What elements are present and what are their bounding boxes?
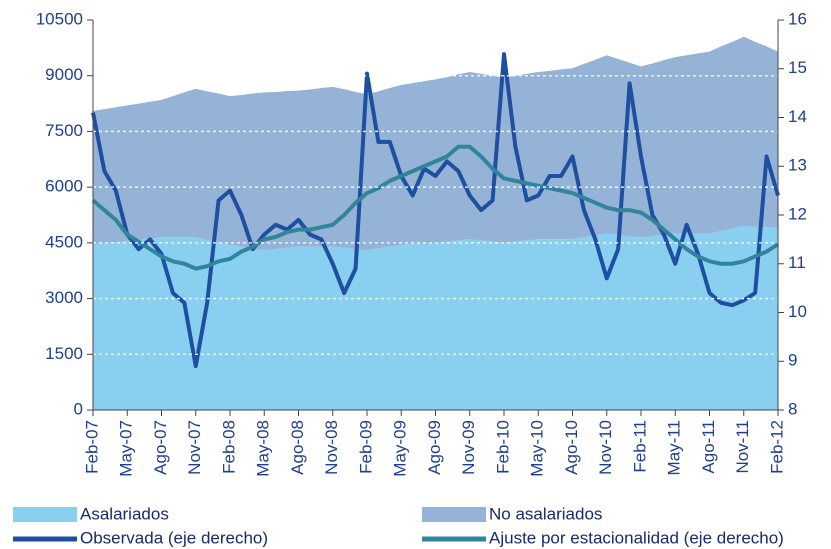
x-tick-label: Ago-07 <box>151 420 170 475</box>
legend-swatch <box>422 507 486 522</box>
x-tick-label: Feb-09 <box>356 420 375 474</box>
y-tick-label: 1500 <box>45 344 83 363</box>
line <box>91 52 780 369</box>
x-tick-label: May-07 <box>117 420 136 477</box>
y2-tick-label: 10 <box>788 302 807 321</box>
y-tick-label: 3000 <box>45 288 83 307</box>
x-tick-label: Feb-08 <box>219 420 238 474</box>
x-tick-label: Nov-11 <box>733 420 752 474</box>
x-tick-label: May-09 <box>391 420 410 477</box>
x-tick-label: Ago-10 <box>562 420 581 475</box>
x-tick-label: Feb-10 <box>493 420 512 474</box>
line <box>91 144 780 271</box>
y-tick-label: 10500 <box>36 9 83 28</box>
legend-label: No asalariados <box>489 504 602 523</box>
y-tick-label: 0 <box>74 399 83 418</box>
legend-label: Asalariados <box>80 504 169 523</box>
x-tick-label: Nov-09 <box>459 420 478 475</box>
x-tick-label: Feb-11 <box>630 420 649 473</box>
x-tick-label: Feb-07 <box>82 420 101 474</box>
x-tick-label: Ago-11 <box>699 420 718 474</box>
y2-tick-label: 13 <box>788 156 807 175</box>
y2-tick-label: 12 <box>788 204 807 223</box>
x-tick-label: Ago-09 <box>425 420 444 475</box>
y2-tick-label: 9 <box>788 351 797 370</box>
legend-label: Observada (eje derecho) <box>80 528 268 547</box>
y-tick-label: 7500 <box>45 121 83 140</box>
y2-tick-label: 16 <box>788 9 807 28</box>
y2-tick-label: 15 <box>788 58 807 77</box>
y2-tick-label: 11 <box>788 253 806 272</box>
legend-label: Ajuste por estacionalidad (eje derecho) <box>489 528 784 547</box>
x-tick-label: May-08 <box>254 420 273 477</box>
x-tick-label: Ago-08 <box>288 420 307 475</box>
legend-swatch <box>13 507 77 522</box>
y-tick-label: 4500 <box>45 232 83 251</box>
x-tick-label: Nov-08 <box>322 420 341 475</box>
y-tick-label: 9000 <box>45 65 83 84</box>
x-tick-label: Nov-10 <box>596 420 615 475</box>
x-tick-label: May-11 <box>665 420 684 475</box>
y2-tick-label: 14 <box>788 107 807 126</box>
area <box>93 36 778 251</box>
x-tick-label: Nov-07 <box>185 420 204 475</box>
y-tick-label: 6000 <box>45 177 83 196</box>
x-tick-label: May-10 <box>528 420 547 477</box>
area <box>93 226 778 410</box>
x-tick-label: Feb-12 <box>767 420 786 474</box>
y2-tick-label: 8 <box>788 399 797 418</box>
